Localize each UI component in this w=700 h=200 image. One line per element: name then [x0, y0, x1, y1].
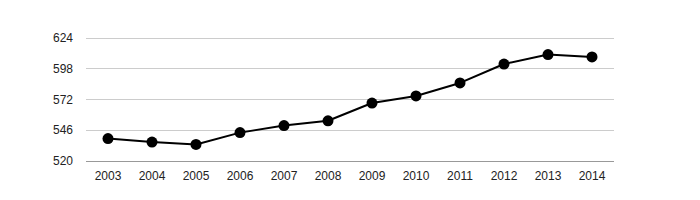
grid-line [86, 161, 614, 162]
x-tick-label: 2012 [491, 169, 518, 183]
chart: 520 546 572 598 624 2003 2004 2005 2006 2007 2008 2… [0, 0, 700, 200]
marker [543, 49, 554, 60]
y-tick-label: 624 [53, 31, 73, 45]
grid-line [86, 38, 614, 39]
x-tick-label: 2013 [535, 169, 562, 183]
marker [323, 115, 334, 126]
marker [191, 139, 202, 150]
x-tick-label: 2014 [579, 169, 606, 183]
x-tick-label: 2008 [315, 169, 342, 183]
x-tick-label: 2004 [139, 169, 166, 183]
marker [235, 127, 246, 138]
marker [147, 137, 158, 148]
x-tick-label: 2009 [359, 169, 386, 183]
x-tick-label: 2010 [403, 169, 430, 183]
marker [279, 120, 290, 131]
x-tick-label: 2007 [271, 169, 298, 183]
x-tick-label: 2005 [183, 169, 210, 183]
x-tick-label: 2006 [227, 169, 254, 183]
marker [499, 59, 510, 70]
y-tick-label: 572 [53, 93, 73, 107]
y-tick-label: 546 [53, 123, 73, 137]
line [108, 55, 592, 145]
grid-line [86, 130, 614, 131]
marker [103, 133, 114, 144]
plot-area [103, 49, 598, 150]
marker [367, 98, 378, 109]
marker [587, 51, 598, 62]
marker [455, 77, 466, 88]
marker [411, 90, 422, 101]
grid-line [86, 68, 614, 69]
y-tick-label: 598 [53, 62, 73, 76]
x-tick-label: 2011 [447, 169, 473, 183]
y-tick-label: 520 [53, 154, 73, 168]
grid-line [86, 99, 614, 100]
x-tick-label: 2003 [95, 169, 122, 183]
